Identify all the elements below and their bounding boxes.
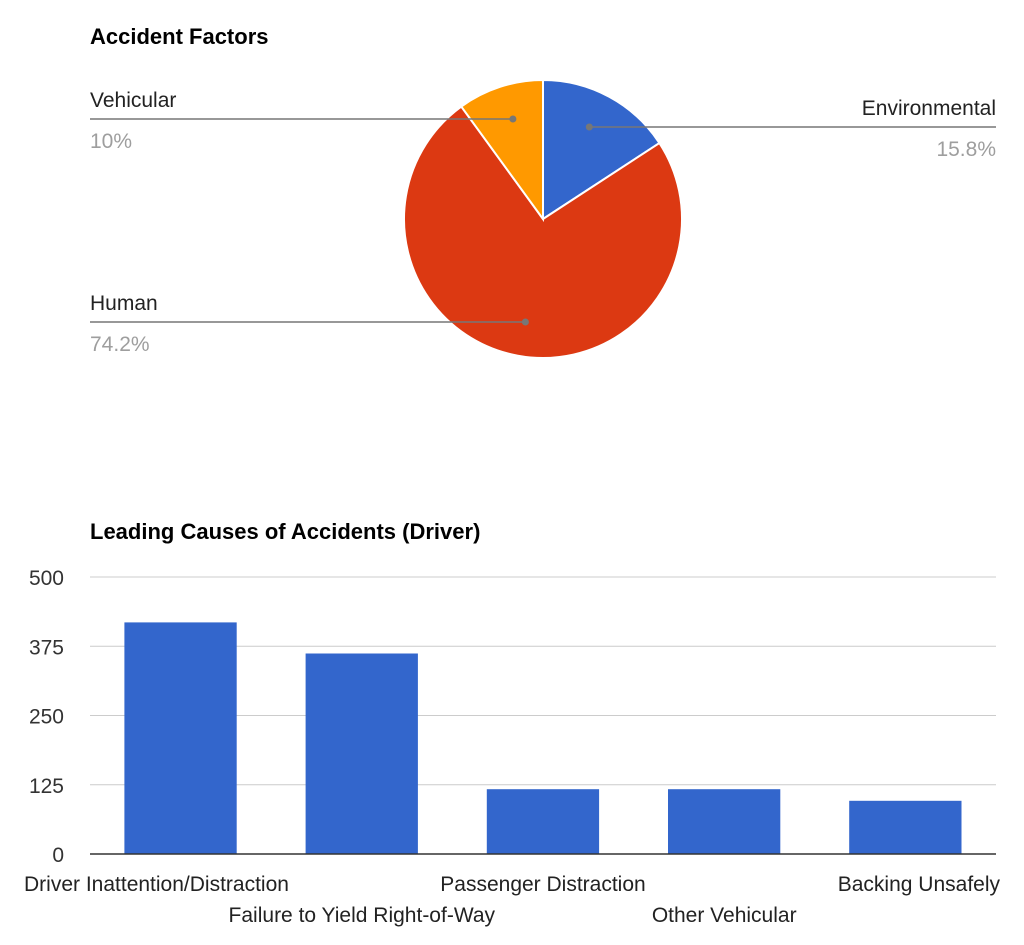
pie-slice-environmental: [542, 78, 661, 221]
pie-slice-human: [403, 105, 683, 359]
pie-label: Human: [90, 292, 158, 315]
bar-5: [849, 800, 962, 854]
x-category-label: Backing Unsafely: [838, 873, 1001, 896]
x-category-label: Failure to Yield Right-of-Way: [229, 904, 496, 927]
y-tick-label: 250: [29, 706, 64, 729]
pie-label: Vehicular: [90, 89, 176, 112]
pie-leader-dot: [585, 123, 593, 131]
bar-4: [668, 789, 781, 854]
pie-chart-title: Accident Factors: [90, 24, 269, 49]
bar-1: [124, 622, 237, 854]
y-tick-label: 375: [29, 636, 64, 659]
pie-percent-label: 10%: [90, 130, 132, 153]
bar-3: [486, 789, 600, 854]
pie-percent-label: 74.2%: [90, 333, 150, 356]
y-tick-label: 0: [52, 844, 64, 867]
bar-chart-title: Leading Causes of Accidents (Driver): [90, 519, 481, 544]
y-tick-label: 500: [29, 567, 64, 590]
pie-label: Environmental: [862, 97, 996, 120]
x-category-label: Other Vehicular: [652, 904, 797, 927]
pie-percent-label: 15.8%: [936, 138, 996, 161]
x-category-label: Passenger Distraction: [440, 873, 645, 896]
pie-slice-vehicular: [459, 78, 544, 223]
pie-leader-dot: [521, 318, 529, 326]
x-category-label: Driver Inattention/Distraction: [24, 873, 289, 896]
pie-leader-dot: [509, 115, 517, 123]
bar-2: [305, 653, 418, 854]
pie-chart: Environmental 15.8% Human 74.2% Vehicular 10%: [90, 78, 996, 359]
y-tick-label: 125: [29, 775, 64, 798]
